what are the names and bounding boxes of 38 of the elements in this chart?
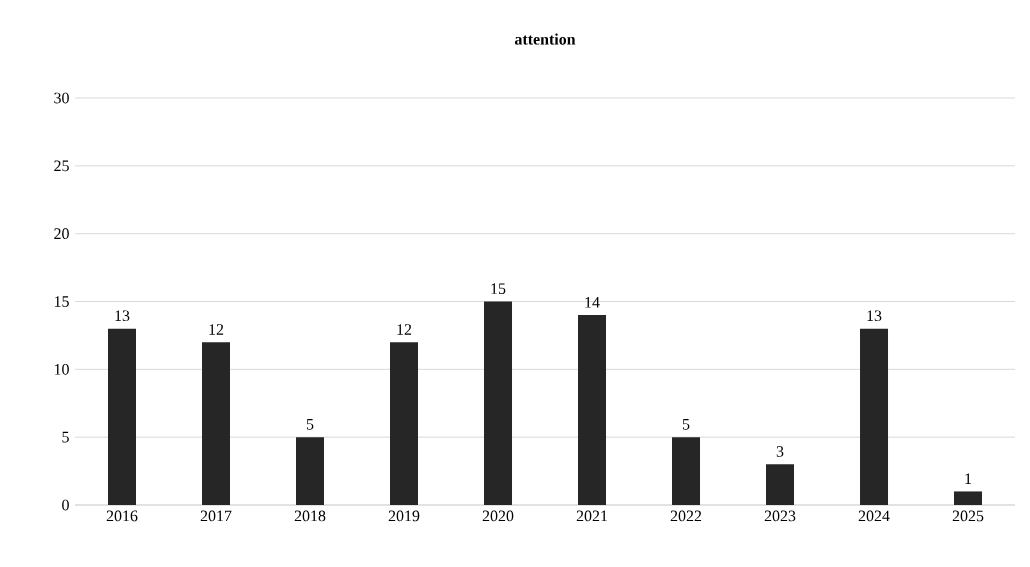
y-tick-label: 15 xyxy=(54,296,69,307)
y-tick-label: 25 xyxy=(54,160,69,172)
x-tick-label: 2024 xyxy=(858,510,890,522)
data-label: 5 xyxy=(306,419,314,430)
x-tick-label: 2022 xyxy=(670,510,702,522)
x-tick-label: 2020 xyxy=(482,510,514,522)
x-tick-label: 2019 xyxy=(388,510,420,522)
data-label: 13 xyxy=(115,310,130,322)
data-label: 15 xyxy=(491,283,506,294)
x-tick-label: 2021 xyxy=(576,510,607,522)
chart-title: attention xyxy=(514,33,576,45)
bar xyxy=(202,342,230,505)
x-tick-label: 2016 xyxy=(106,510,138,522)
data-label: 3 xyxy=(776,446,784,457)
data-label: 13 xyxy=(867,310,882,322)
y-tick-label: 10 xyxy=(54,363,69,375)
bar xyxy=(390,342,418,505)
data-label: 14 xyxy=(585,297,600,308)
y-tick-label: 0 xyxy=(62,499,69,511)
x-tick-label: 2025 xyxy=(952,510,984,522)
bar xyxy=(954,491,983,505)
data-label: 12 xyxy=(209,324,224,335)
y-tick-label: 30 xyxy=(54,92,69,104)
bar xyxy=(296,437,324,505)
x-tick-label: 2017 xyxy=(200,510,232,522)
y-tick-label: 5 xyxy=(62,431,69,443)
bar xyxy=(108,328,136,505)
x-tick-label: 2023 xyxy=(764,510,796,522)
data-label: 1 xyxy=(965,473,972,484)
bar xyxy=(484,301,513,505)
y-tick-label: 20 xyxy=(54,228,69,240)
bar xyxy=(578,315,607,505)
bar xyxy=(860,328,889,505)
x-tick-label: 2018 xyxy=(294,510,326,522)
bar xyxy=(766,464,795,505)
bar xyxy=(672,437,701,505)
data-label: 12 xyxy=(397,324,412,335)
data-label: 5 xyxy=(682,419,690,430)
